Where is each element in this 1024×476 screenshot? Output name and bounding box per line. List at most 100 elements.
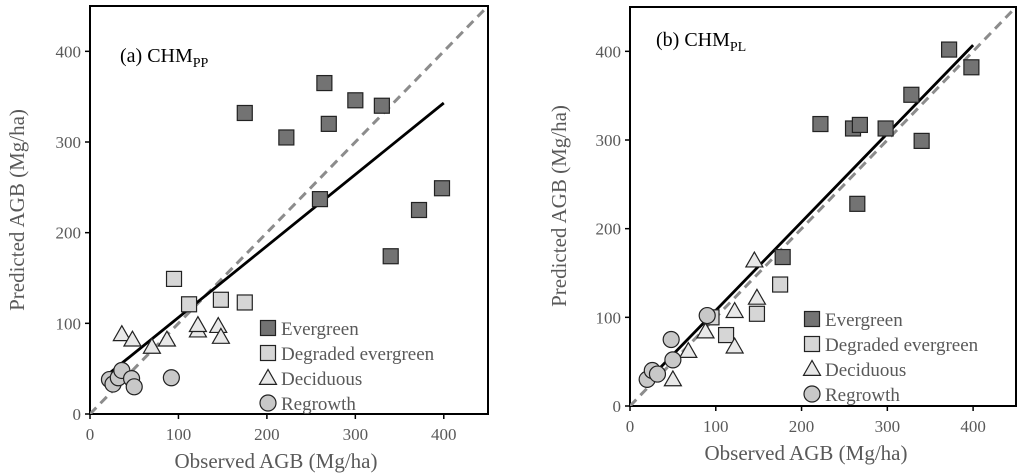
y-tick-label: 100: [596, 308, 622, 327]
data-point: [748, 305, 766, 322]
x-tick-label: 400: [431, 425, 457, 444]
x-tick-label: 200: [789, 417, 815, 436]
legend-label: Degraded evergreen: [825, 335, 979, 356]
data-point: [212, 291, 229, 308]
data-point: [125, 378, 143, 396]
y-tick-label: 200: [56, 224, 82, 243]
series-regrowth: [638, 306, 716, 388]
data-point: [188, 315, 208, 333]
regression-line: [108, 101, 445, 375]
series-deciduous: [112, 315, 231, 354]
data-point: [347, 92, 364, 109]
legend-label: Regrowth: [281, 394, 356, 415]
series-evergreen: [236, 74, 451, 265]
x-tick-label: 100: [166, 425, 192, 444]
data-point: [382, 248, 399, 265]
legend: Evergreen Degraded evergreen Deciduous Regr…: [802, 310, 979, 406]
legend-marker: [258, 368, 278, 385]
panel-b: 0 100 200 300 400 0 100 200 300 400 Observed AGB (…: [547, 6, 1017, 465]
legend-marker: [802, 359, 822, 376]
legend-label: Degraded evergreen: [281, 344, 435, 365]
legend-label: Deciduous: [281, 369, 362, 390]
data-point: [122, 329, 142, 347]
data-point: [695, 321, 716, 339]
x-tick-label: 200: [254, 425, 280, 444]
y-axis-label: Predicted AGB (Mg/ha): [5, 109, 29, 311]
data-point: [142, 337, 162, 354]
data-point: [963, 59, 980, 76]
data-point: [940, 41, 958, 58]
data-point: [236, 294, 253, 311]
data-point: [877, 120, 894, 137]
series-evergreen: [774, 41, 980, 266]
series-degraded-evergreen: [165, 270, 253, 313]
y-tick-label: 300: [596, 131, 622, 150]
data-point: [373, 97, 390, 114]
legend-marker: [803, 385, 821, 403]
legend-marker: [259, 394, 277, 412]
series-deciduous: [663, 250, 767, 387]
x-tick-label: 300: [343, 425, 369, 444]
data-point: [316, 74, 333, 92]
data-point: [851, 116, 868, 134]
legend-marker: [259, 319, 277, 337]
y-tick-label: 400: [596, 42, 622, 61]
x-tick-label: 0: [86, 425, 95, 444]
legend-label: Deciduous: [825, 360, 906, 381]
data-point: [903, 86, 920, 103]
x-tick-label: 0: [626, 417, 635, 436]
plot-frame: [629, 6, 1017, 407]
y-tick-label: 0: [613, 397, 622, 416]
legend-label: Regrowth: [825, 385, 900, 406]
data-point: [774, 248, 791, 266]
legend-label: Evergreen: [281, 319, 359, 340]
data-point: [772, 276, 789, 293]
legend-marker: [803, 310, 821, 328]
x-tick-label: 300: [875, 417, 901, 436]
legend: Evergreen Degraded evergreen Deciduous Regr…: [258, 319, 435, 415]
y-tick-label: 400: [56, 42, 82, 61]
y-tick-label: 300: [56, 133, 82, 152]
regression-line: [647, 44, 975, 381]
data-point: [725, 301, 745, 319]
data-point: [747, 288, 767, 305]
y-tick-label: 200: [596, 220, 622, 239]
data-point: [664, 351, 682, 369]
data-point: [717, 326, 735, 344]
data-point: [913, 132, 930, 149]
x-tick-label: 400: [960, 417, 986, 436]
y-axis-label: Predicted AGB (Mg/ha): [547, 105, 571, 307]
x-axis-label: Observed AGB (Mg/ha): [705, 441, 908, 465]
data-point: [433, 180, 451, 197]
data-point: [812, 115, 829, 133]
one-to-one-line: [630, 7, 1016, 406]
data-point: [236, 104, 253, 122]
data-point: [211, 327, 231, 344]
data-point: [208, 316, 228, 334]
data-point: [311, 191, 329, 208]
data-point: [744, 250, 764, 268]
legend-label: Evergreen: [825, 310, 903, 331]
panel-a: 0 100 200 300 400 0 100 200 300 400 Observed AGB (…: [5, 5, 489, 473]
data-point: [320, 115, 337, 132]
data-point: [849, 195, 866, 212]
data-point: [698, 306, 716, 325]
legend-marker: [803, 335, 821, 353]
data-point: [157, 329, 177, 347]
panel-title: (b) CHMPL: [656, 29, 746, 55]
data-point: [648, 365, 667, 383]
data-point: [278, 129, 295, 146]
plot-frame: [89, 5, 489, 415]
x-axis-label: Observed AGB (Mg/ha): [175, 449, 378, 473]
y-tick-label: 100: [56, 314, 82, 333]
data-point: [410, 201, 428, 219]
legend-marker: [259, 344, 277, 362]
data-point: [678, 341, 698, 359]
data-point: [162, 369, 180, 387]
panel-title: (a) CHMPP: [120, 45, 209, 71]
data-point: [662, 330, 680, 349]
data-point: [180, 296, 198, 313]
x-tick-label: 100: [703, 417, 729, 436]
data-point: [663, 369, 683, 387]
